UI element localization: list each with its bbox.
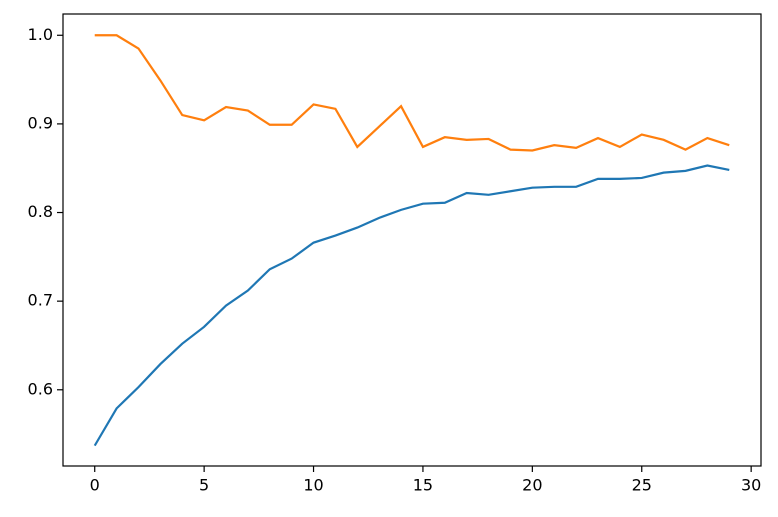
x-tick-label: 10: [303, 476, 323, 495]
y-tick-label: 0.7: [28, 291, 53, 310]
line-series: [94, 34, 730, 152]
x-tick-label: 20: [522, 476, 542, 495]
y-tick-label: 0.9: [28, 113, 53, 132]
x-tick-label: 25: [632, 476, 652, 495]
y-tick-label: 0.8: [28, 202, 53, 221]
line-series: [93, 164, 730, 447]
plot-frame: [62, 13, 762, 467]
y-tick-label: 1.0: [28, 25, 53, 44]
y-tick-label: 0.6: [28, 379, 53, 398]
x-tick-label: 15: [413, 476, 433, 495]
x-tick-label: 5: [199, 476, 209, 495]
x-tick-label: 30: [741, 476, 761, 495]
x-tick-label: 0: [90, 476, 100, 495]
